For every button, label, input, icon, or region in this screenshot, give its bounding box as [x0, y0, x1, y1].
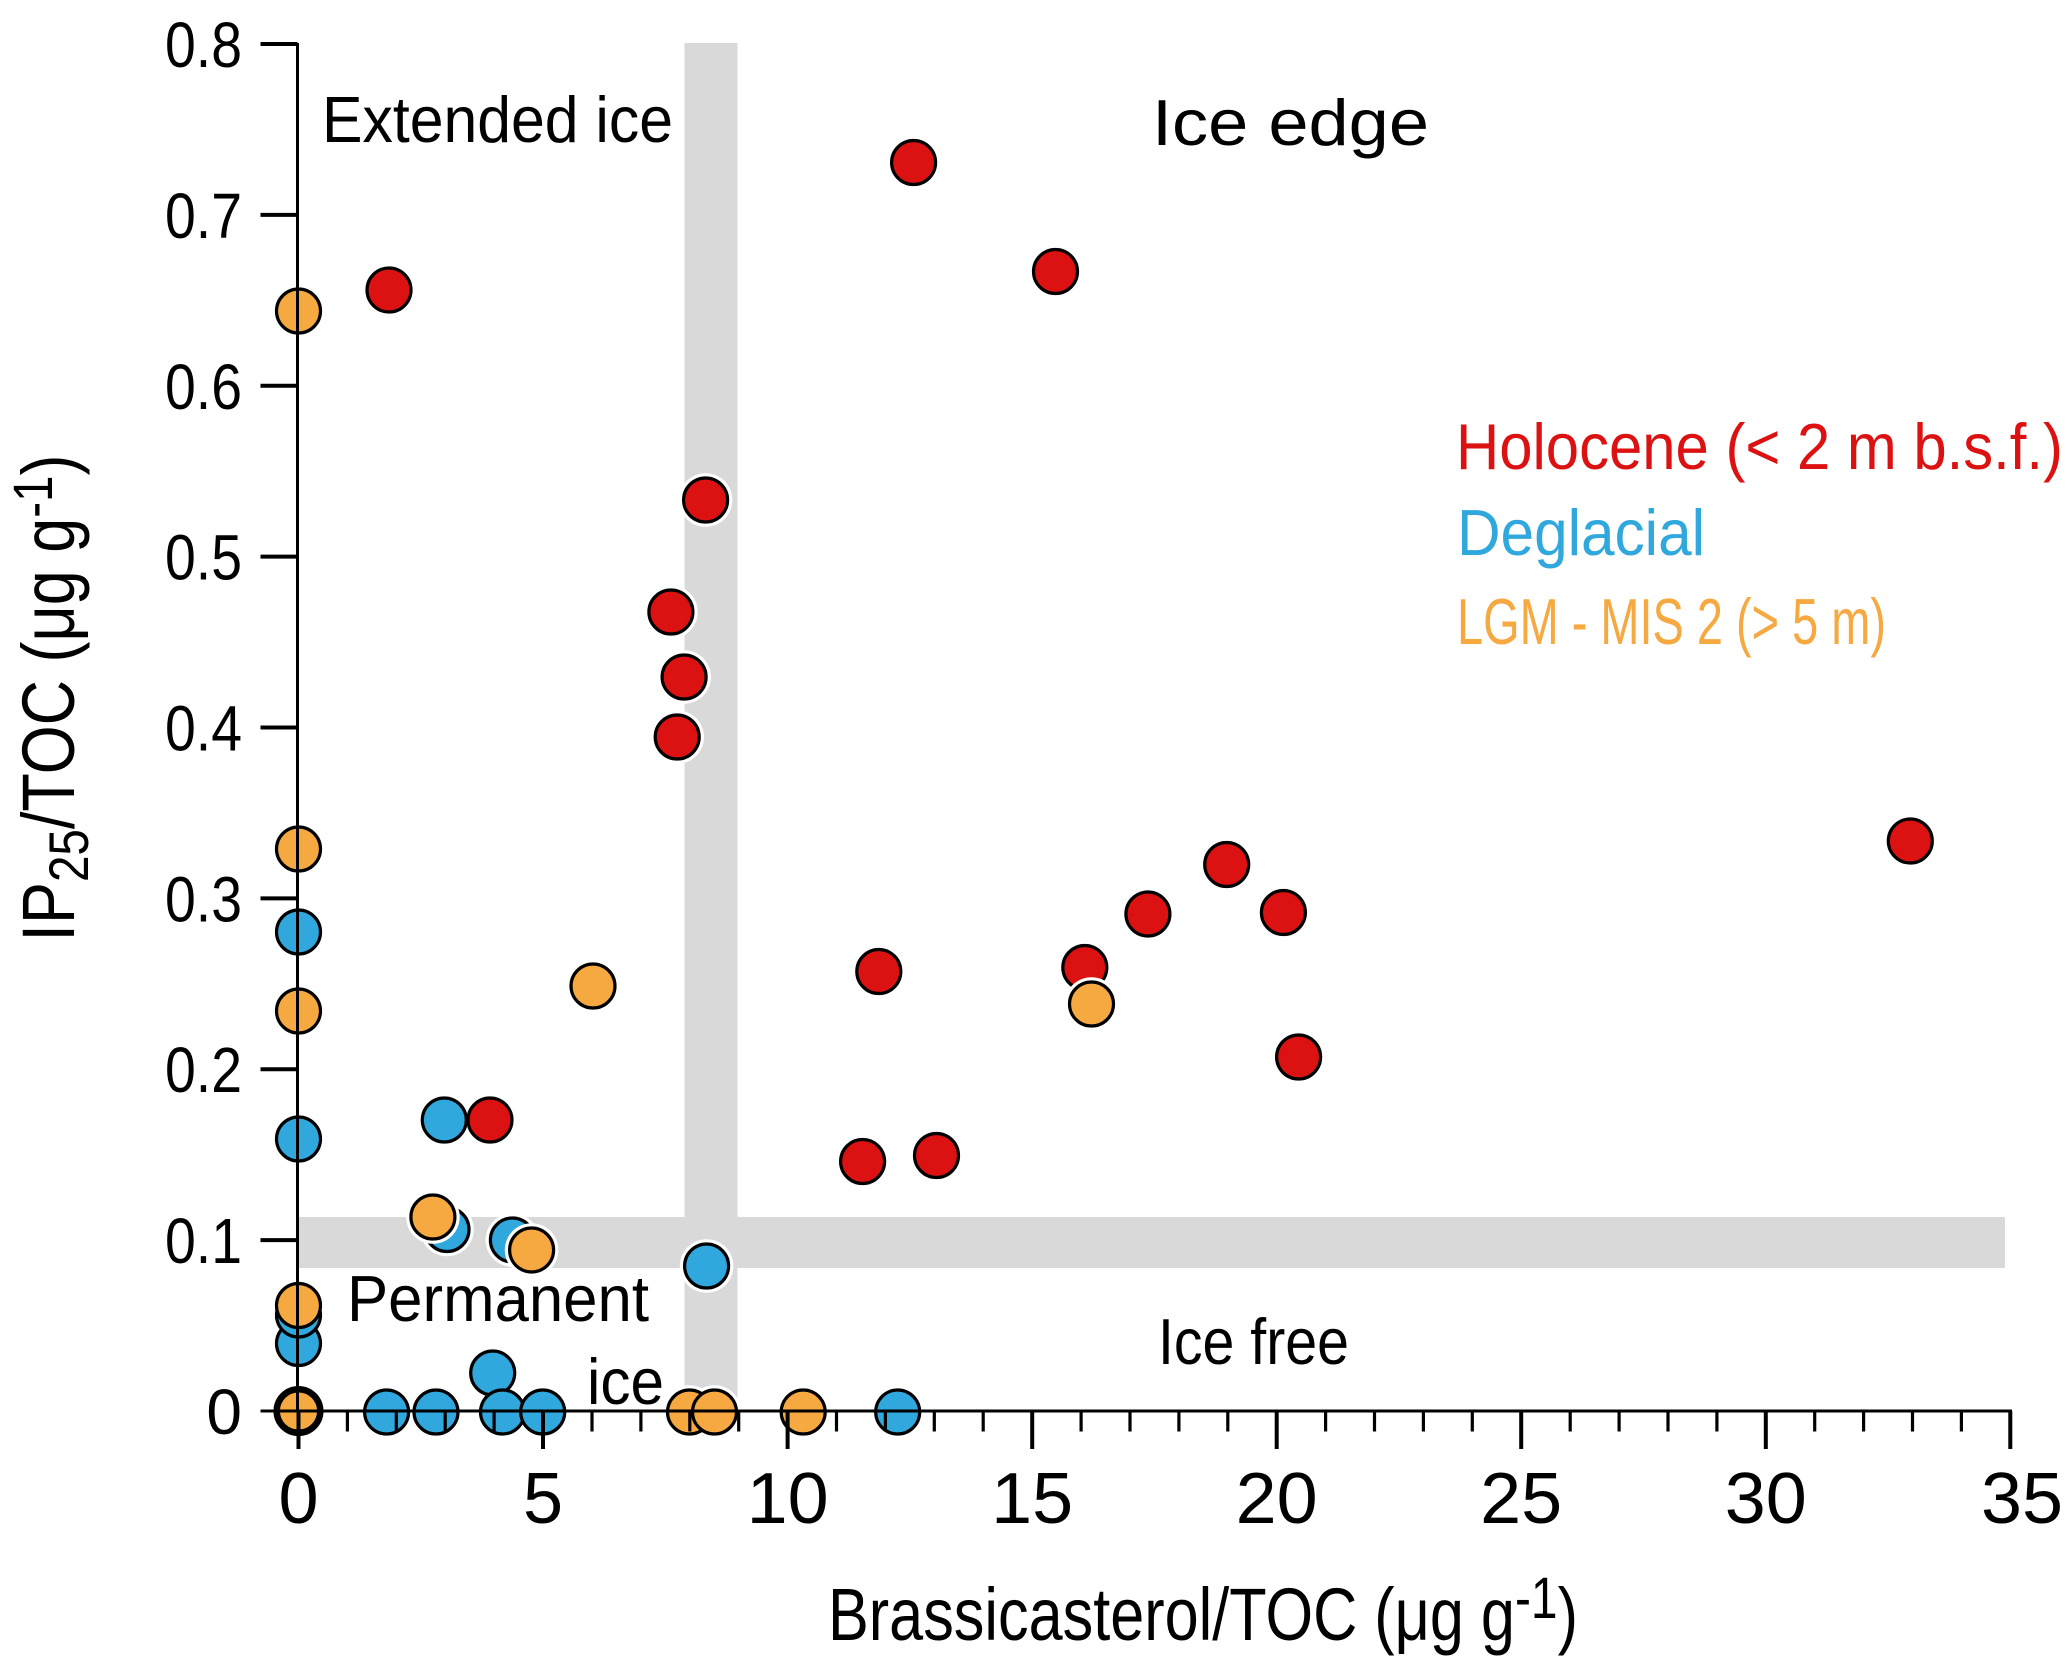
svg-text:LGM - MIS 2 (> 5 m): LGM - MIS 2 (> 5 m)	[1457, 585, 1886, 658]
svg-text:20: 20	[1236, 1459, 1318, 1539]
svg-text:ice: ice	[587, 1345, 664, 1418]
svg-text:0.6: 0.6	[165, 351, 242, 423]
svg-text:15: 15	[991, 1459, 1073, 1539]
svg-text:0: 0	[206, 1376, 242, 1448]
svg-text:IP25/TOC (μg g-1): IP25/TOC (μg g-1)	[1, 455, 100, 942]
svg-text:0.1: 0.1	[165, 1205, 242, 1277]
svg-text:Extended ice: Extended ice	[322, 83, 673, 156]
svg-text:35: 35	[1981, 1459, 2063, 1539]
svg-text:5: 5	[523, 1459, 563, 1539]
svg-text:0.8: 0.8	[165, 9, 242, 81]
svg-text:0.2: 0.2	[165, 1034, 242, 1106]
svg-text:0.3: 0.3	[165, 863, 242, 935]
svg-text:Holocene (< 2 m b.s.f.): Holocene (< 2 m b.s.f.)	[1456, 410, 2063, 483]
svg-text:0: 0	[278, 1459, 318, 1539]
svg-text:30: 30	[1725, 1459, 1807, 1539]
svg-text:Permanent: Permanent	[347, 1262, 649, 1335]
svg-text:10: 10	[747, 1459, 829, 1539]
svg-text:0.5: 0.5	[165, 522, 242, 594]
svg-text:25: 25	[1480, 1459, 1562, 1539]
svg-text:Deglacial: Deglacial	[1457, 496, 1705, 569]
svg-text:Brassicasterol/TOC (μg g-1): Brassicasterol/TOC (μg g-1)	[828, 1566, 1578, 1656]
svg-text:0.4: 0.4	[165, 693, 242, 765]
svg-text:Ice edge: Ice edge	[1152, 86, 1429, 159]
svg-text:Ice free: Ice free	[1158, 1305, 1349, 1378]
svg-text:0.7: 0.7	[165, 180, 242, 252]
